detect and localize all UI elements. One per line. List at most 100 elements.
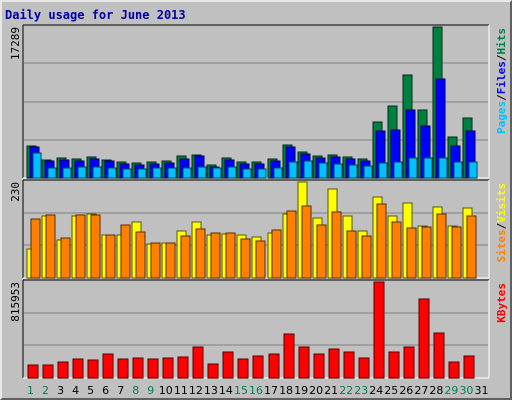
x-tick-label: 28 — [429, 384, 443, 397]
legend-kbytes: KBytes — [495, 283, 508, 323]
sites-bar — [436, 213, 447, 279]
x-tick-label: 24 — [369, 384, 383, 397]
pages-bar — [32, 152, 42, 179]
sites-bar — [30, 218, 41, 279]
x-tick-label: 5 — [87, 384, 94, 397]
x-tick-label: 25 — [384, 384, 398, 397]
kbytes-bar — [57, 361, 69, 379]
x-tick-label: 31 — [474, 384, 488, 397]
kbytes-bar — [252, 355, 264, 379]
kbytes-bar — [177, 356, 189, 379]
pages-bar — [62, 167, 72, 179]
sites-bar — [255, 240, 266, 279]
pages-bar — [333, 163, 343, 179]
kbytes-bar — [237, 358, 249, 379]
x-tick-label: 1 — [27, 384, 34, 397]
sites-bar — [225, 232, 236, 279]
sites-bar — [406, 227, 417, 279]
x-tick-label: 12 — [189, 384, 203, 397]
kbytes-bar — [343, 351, 355, 379]
legend-files: Files — [495, 61, 508, 94]
sites-bar — [331, 211, 342, 279]
x-tick-label: 13 — [204, 384, 218, 397]
pages-bar — [257, 168, 267, 179]
kbytes-bar — [27, 364, 39, 379]
kbytes-bar — [117, 358, 129, 379]
x-tick-label: 2 — [42, 384, 49, 397]
pages-bar — [438, 157, 448, 179]
legend-visits: Visits — [495, 183, 508, 223]
pages-bar — [393, 161, 403, 179]
sites-bar — [165, 242, 176, 279]
legend-separator: / — [495, 94, 508, 101]
x-tick-label: 15 — [234, 384, 248, 397]
sites-bar — [271, 229, 282, 279]
pages-bar — [288, 161, 298, 179]
panel-1-max-label: 17289 — [9, 27, 22, 60]
sites-bar — [90, 214, 101, 279]
x-tick-label: 18 — [279, 384, 293, 397]
x-tick-label: 9 — [147, 384, 154, 397]
sites-bar — [240, 238, 251, 279]
sites-bar — [195, 228, 206, 279]
x-tick-label: 22 — [339, 384, 353, 397]
kbytes-bar — [418, 298, 430, 379]
pages-bar — [92, 166, 102, 179]
sites-bar — [45, 214, 56, 279]
x-tick-label: 17 — [264, 384, 278, 397]
pages-bar — [227, 166, 237, 179]
kbytes-bar — [147, 358, 159, 379]
x-tick-label: 7 — [117, 384, 124, 397]
kbytes-bar — [162, 357, 174, 379]
sites-bar — [75, 214, 86, 279]
sites-bar — [60, 237, 71, 279]
sites-bar — [286, 210, 297, 279]
pages-bar — [453, 161, 463, 179]
sites-bar — [316, 224, 327, 279]
pages-bar — [468, 161, 478, 179]
kbytes-bar — [222, 351, 234, 379]
sites-bar — [391, 221, 402, 279]
legend-sites: Sites — [495, 229, 508, 262]
kbytes-bar — [192, 346, 204, 379]
x-tick-label: 3 — [57, 384, 64, 397]
pages-bar — [47, 167, 57, 179]
x-tick-label: 10 — [159, 384, 173, 397]
sites-bar — [120, 224, 131, 279]
sites-bar — [301, 205, 312, 279]
sites-bar — [210, 232, 221, 279]
chart-title: Daily usage for June 2013 — [5, 8, 186, 22]
kbytes-bar — [42, 364, 54, 379]
x-tick-label: 21 — [324, 384, 338, 397]
legend-separator: / — [495, 222, 508, 229]
x-tick-label: 27 — [414, 384, 428, 397]
pages-bar — [167, 167, 177, 179]
kbytes-bar — [433, 332, 445, 379]
pages-bar — [197, 166, 207, 179]
panel-2-legend: Sites/Visits — [495, 183, 508, 263]
x-tick-label: 26 — [399, 384, 413, 397]
pages-bar — [242, 168, 252, 179]
sites-bar — [180, 235, 191, 279]
x-tick-label: 4 — [72, 384, 79, 397]
sites-bar — [421, 226, 432, 279]
pages-bar — [152, 167, 162, 179]
pages-bar — [137, 168, 147, 179]
pages-bar — [107, 167, 117, 179]
x-tick-label: 23 — [354, 384, 368, 397]
pages-bar — [122, 168, 132, 179]
x-tick-label: 11 — [174, 384, 188, 397]
sites-bar — [150, 242, 161, 279]
kbytes-bar — [313, 353, 325, 379]
kbytes-bar — [358, 357, 370, 379]
kbytes-bar — [283, 333, 295, 379]
kbytes-bar — [102, 353, 114, 379]
kbytes-bar — [207, 363, 219, 379]
pages-bar — [303, 160, 313, 179]
pages-bar — [212, 167, 222, 179]
sites-bar — [135, 231, 146, 279]
kbytes-bar — [463, 355, 475, 379]
pages-bar — [348, 164, 358, 179]
pages-bar — [318, 162, 328, 179]
x-tick-label: 16 — [249, 384, 263, 397]
